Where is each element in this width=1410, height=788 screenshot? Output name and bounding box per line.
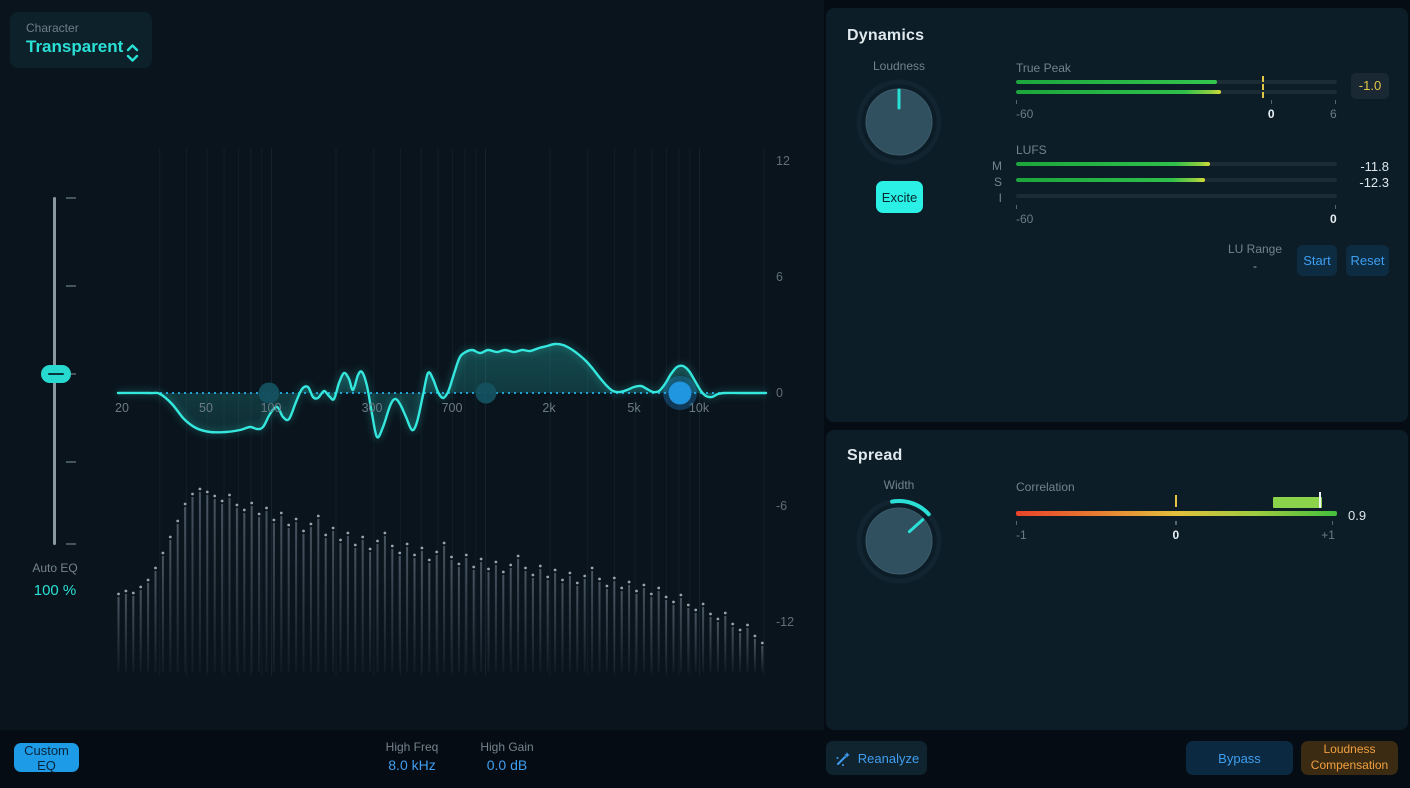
correlation-range-block: [1272, 497, 1322, 508]
db-axis-label: 12: [776, 154, 790, 168]
loudness-label: Loudness: [872, 59, 926, 73]
lu-range-label: LU Range: [1227, 242, 1283, 256]
eq-display-panel: [0, 0, 824, 730]
slider-tick: [66, 543, 76, 545]
width-knob[interactable]: [853, 495, 945, 587]
scale-tick: [1334, 100, 1337, 104]
freq-axis-label: 10k: [689, 401, 710, 415]
scale-tick-label: -1: [1016, 528, 1027, 542]
reanalyze-label: Reanalyze: [857, 750, 920, 766]
lufs-row-s-label: S: [993, 175, 1002, 189]
correlation-zero-marker: [1174, 495, 1178, 507]
correlation-bar: [1016, 511, 1337, 516]
freq-axis-label: 50: [199, 401, 213, 415]
lu-range-value: -: [1253, 259, 1257, 273]
custom-eq-button[interactable]: Custom EQ: [14, 743, 79, 773]
character-select[interactable]: Character Transparent: [10, 12, 152, 68]
correlation-label: Correlation: [1016, 480, 1075, 494]
scale-tick: [1015, 521, 1017, 525]
slider-tick: [66, 461, 76, 463]
slider-tick: [66, 197, 76, 199]
db-axis-label: -12: [776, 615, 794, 629]
true-peak-meter-2: [1016, 90, 1337, 94]
scale-tick: [1331, 521, 1334, 525]
reanalyze-button[interactable]: Reanalyze: [826, 741, 927, 775]
magic-wand-icon: [836, 751, 850, 766]
true-peak-scale: -60 0 6: [1015, 100, 1337, 126]
true-peak-meter-1: [1016, 80, 1337, 84]
width-label: Width: [883, 478, 915, 492]
correlation-value: 0.9: [1348, 508, 1367, 523]
scale-tick-label: +1: [1321, 528, 1335, 542]
bypass-button[interactable]: Bypass: [1186, 741, 1293, 775]
lufs-row-m-label: M: [992, 159, 1002, 173]
high-freq-param[interactable]: High Freq 8.0 kHz: [386, 740, 439, 773]
auto-eq-slider-handle[interactable]: [41, 365, 71, 383]
scale-tick: [1175, 521, 1177, 525]
spread-title: Spread: [847, 447, 903, 464]
eq-spectrum-display: 20 50 100 300 700 2k 5k 10k 12 6 0 -6 -12: [115, 148, 794, 676]
dynamics-title: Dynamics: [847, 27, 925, 44]
dynamics-panel: Dynamics: [826, 8, 1408, 422]
slider-tick: [66, 373, 76, 375]
eq-curve: [116, 342, 768, 439]
freq-axis-label: 20: [115, 401, 129, 415]
true-peak-label: True Peak: [1016, 61, 1071, 75]
scale-tick-label: 0: [1330, 212, 1337, 226]
loudness-compensation-button[interactable]: Loudness Compensation: [1301, 741, 1398, 775]
spread-panel: Spread: [826, 430, 1408, 730]
slider-tick: [66, 285, 76, 287]
width-knob-arc: [890, 499, 931, 517]
high-gain-value[interactable]: 0.0 dB: [486, 757, 528, 773]
scale-tick: [1015, 100, 1017, 104]
db-axis-label: 0: [776, 386, 783, 400]
eq-control-point-active[interactable]: [668, 381, 692, 405]
scale-tick-label: -60: [1016, 107, 1034, 121]
high-freq-value[interactable]: 8.0 kHz: [388, 757, 436, 773]
scale-tick-label: 0: [1267, 107, 1275, 121]
eq-control-point[interactable]: [475, 382, 497, 404]
auto-eq-label: Auto EQ: [32, 561, 78, 575]
scale-tick-label: -60: [1016, 212, 1034, 226]
width-knob-needle: [907, 518, 925, 534]
db-axis-label: -6: [776, 499, 787, 513]
lufs-meter-i: [1016, 194, 1337, 198]
lufs-label: LUFS: [1016, 143, 1047, 157]
freq-axis-label: 300: [362, 401, 383, 415]
eq-control-point[interactable]: [258, 382, 280, 404]
scale-tick-label: 6: [1330, 107, 1337, 121]
freq-axis-label: 700: [442, 401, 463, 415]
scale-tick: [1334, 205, 1337, 209]
freq-axis-label: 5k: [627, 401, 641, 415]
high-gain-label: High Gain: [480, 740, 534, 754]
freq-axis-label: 100: [261, 401, 282, 415]
auto-eq-value[interactable]: 100 %: [33, 582, 77, 599]
high-freq-label: High Freq: [385, 740, 439, 754]
character-value: Transparent: [26, 37, 124, 56]
excite-button[interactable]: Excite: [876, 181, 923, 213]
scale-tick: [1015, 205, 1017, 209]
freq-axis-label: 2k: [542, 401, 556, 415]
correlation-scale: -1 0 +1: [1015, 521, 1337, 547]
reset-button[interactable]: Reset: [1346, 245, 1389, 276]
character-label: Character: [26, 21, 79, 35]
db-axis-label: 6: [776, 270, 783, 284]
scale-tick: [1270, 100, 1273, 104]
lufs-value-m: -11.8: [1360, 159, 1389, 174]
lufs-meter-s: [1016, 178, 1337, 182]
chevron-up-down-icon: [126, 44, 139, 62]
lufs-scale: -60 0: [1015, 205, 1337, 231]
lufs-value-s: -12.3: [1359, 175, 1389, 190]
true-peak-target-marker: [1261, 76, 1264, 98]
high-gain-param[interactable]: High Gain 0.0 dB: [480, 740, 533, 773]
start-button[interactable]: Start: [1297, 245, 1337, 276]
lufs-row-i-label: I: [998, 191, 1002, 205]
loudness-knob[interactable]: [853, 76, 945, 168]
lufs-meter-m: [1016, 162, 1337, 166]
scale-tick-label: 0: [1172, 528, 1180, 542]
correlation-peak-tick: [1318, 492, 1321, 508]
true-peak-value: -1.0: [1351, 73, 1389, 99]
